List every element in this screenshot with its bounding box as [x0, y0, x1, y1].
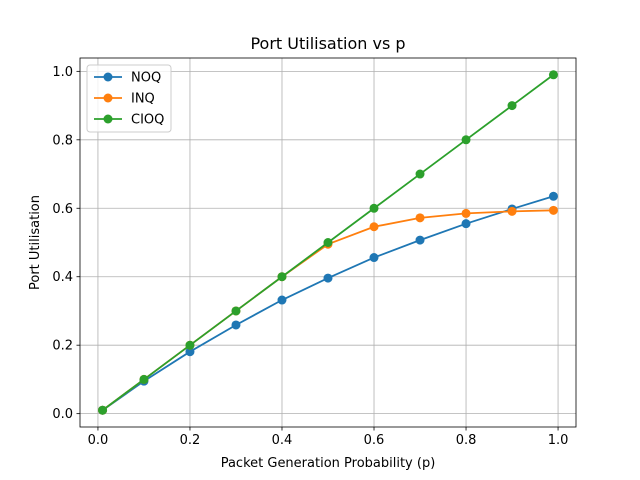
series-cioq: [98, 70, 558, 415]
data-point-noq: [323, 273, 333, 283]
data-point-cioq: [323, 238, 333, 247]
data-point-cioq: [231, 306, 241, 316]
axis-ticks: 0.0 0.2 0.4 0.6 0.8 1.0 0.0 0.2 0.4 0.6 0.8 1.0: [52, 65, 568, 448]
x-tick-label: 0.2: [180, 433, 201, 448]
data-point-cioq: [507, 101, 517, 111]
y-tick-label: 0.6: [52, 202, 73, 217]
x-tick-label: 0.6: [364, 433, 385, 448]
legend-swatch-marker-inq: [103, 93, 113, 103]
data-point-cioq: [415, 169, 425, 179]
data-point-noq: [231, 320, 241, 330]
data-point-cioq: [548, 70, 558, 80]
x-tick-label: 0.0: [88, 433, 109, 448]
legend-label-inq: INQ: [131, 92, 155, 107]
data-point-noq: [461, 219, 471, 229]
data-point-cioq: [277, 272, 287, 282]
legend-swatch-marker-noq: [103, 72, 113, 82]
legend-label-cioq: CIOQ: [131, 113, 164, 128]
axes-frame: [79, 57, 577, 428]
data-point-noq: [415, 235, 425, 245]
y-axis-label: Port Utilisation: [28, 195, 43, 290]
plot-series: [98, 70, 558, 415]
x-tick-label: 0.8: [456, 433, 477, 448]
grid: [80, 58, 576, 427]
y-tick-label: 0.8: [52, 133, 73, 148]
legend: NOQ INQ CIOQ: [86, 64, 172, 133]
data-point-noq: [277, 295, 287, 305]
legend-swatch-marker-cioq: [103, 114, 113, 124]
x-tick-label: 0.4: [272, 433, 293, 448]
data-point-cioq: [139, 374, 149, 384]
x-tick-label: 1.0: [548, 433, 569, 448]
y-tick-label: 1.0: [52, 65, 73, 80]
chart-title: Port Utilisation vs p: [250, 34, 405, 53]
data-point-inq: [461, 208, 471, 218]
y-tick-label: 0.2: [52, 339, 73, 354]
data-point-cioq: [369, 203, 379, 213]
y-tick-label: 0.0: [52, 407, 73, 422]
data-point-inq: [415, 213, 425, 223]
data-point-cioq: [98, 405, 108, 415]
data-point-noq: [548, 191, 558, 201]
legend-entries: NOQ INQ CIOQ: [94, 71, 164, 128]
data-point-inq: [548, 205, 558, 215]
data-point-noq: [369, 253, 379, 263]
x-axis-label: Packet Generation Probability (p): [221, 456, 436, 471]
data-point-noq: [185, 347, 195, 357]
data-point-cioq: [461, 135, 471, 145]
data-point-inq: [507, 206, 517, 216]
legend-label-noq: NOQ: [131, 71, 161, 86]
y-tick-label: 0.4: [52, 270, 73, 285]
data-point-cioq: [185, 340, 195, 350]
data-point-inq: [369, 222, 379, 232]
